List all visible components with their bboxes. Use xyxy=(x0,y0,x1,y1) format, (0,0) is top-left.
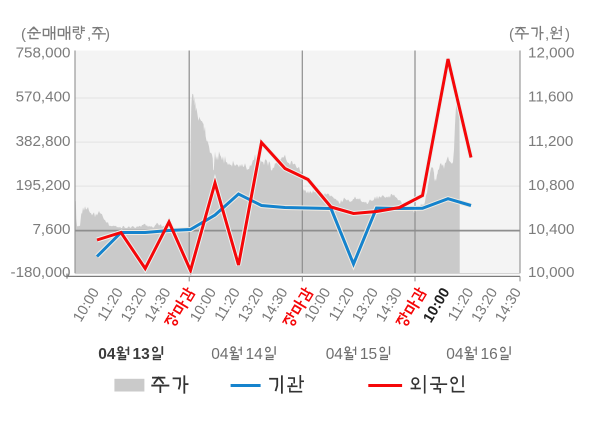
svg-text:(: ( xyxy=(21,26,26,43)
svg-text:10,400: 10,400 xyxy=(528,221,574,238)
svg-text:195,200: 195,200 xyxy=(16,177,71,194)
svg-text:(: ( xyxy=(509,26,514,43)
svg-text:7,600: 7,600 xyxy=(32,221,70,238)
svg-text:,: , xyxy=(545,26,549,43)
svg-text:04: 04 xyxy=(446,346,464,363)
svg-text:15: 15 xyxy=(360,346,377,363)
svg-text:382,800: 382,800 xyxy=(16,133,71,150)
svg-text:,: , xyxy=(87,26,91,43)
svg-text:14: 14 xyxy=(246,346,264,363)
svg-text:13: 13 xyxy=(133,346,151,363)
svg-text:16: 16 xyxy=(481,346,498,363)
svg-text:04: 04 xyxy=(98,346,116,363)
svg-text:): ) xyxy=(105,26,110,43)
svg-text:570,400: 570,400 xyxy=(16,89,71,106)
svg-text:11,200: 11,200 xyxy=(528,133,573,150)
svg-text:10,800: 10,800 xyxy=(528,177,574,194)
svg-text:10,000: 10,000 xyxy=(528,264,574,281)
svg-text:): ) xyxy=(565,26,570,43)
svg-text:-180,000: -180,000 xyxy=(11,264,71,281)
svg-text:04: 04 xyxy=(211,346,229,363)
svg-text:11,600: 11,600 xyxy=(528,89,573,106)
svg-text:04: 04 xyxy=(326,346,344,363)
svg-text:12,000: 12,000 xyxy=(528,45,574,62)
svg-text:758,000: 758,000 xyxy=(16,45,71,62)
